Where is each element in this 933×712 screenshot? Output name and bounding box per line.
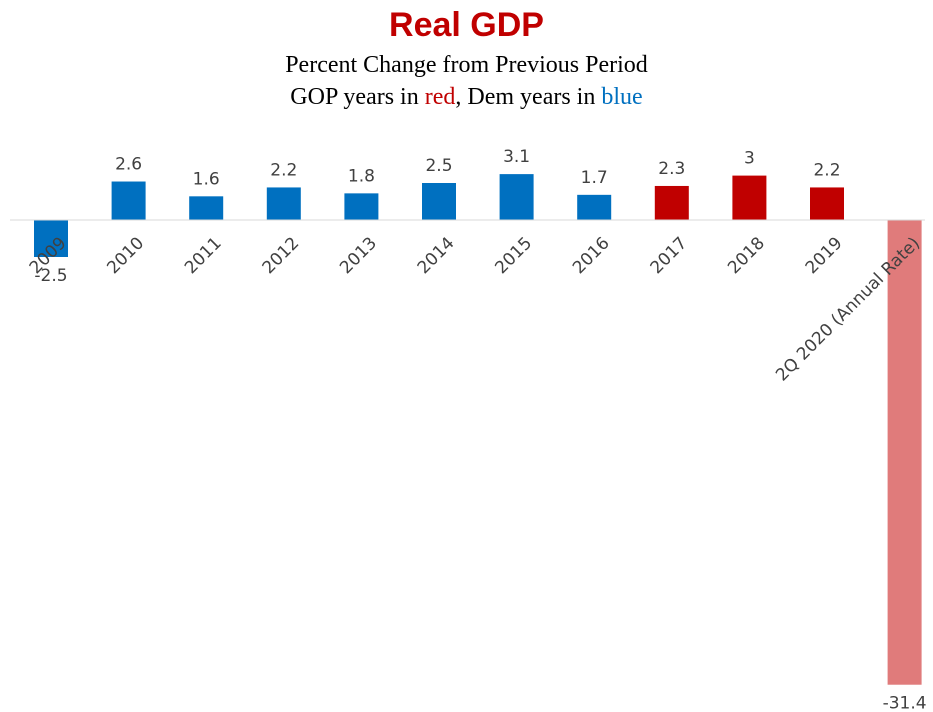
data-label-2015: 3.1	[503, 147, 530, 167]
subtitle-part-1: GOP years in	[290, 84, 425, 110]
bar-2017	[654, 185, 689, 220]
data-label-2012: 2.2	[270, 160, 297, 180]
tick-label-2014: 2014	[414, 233, 459, 278]
tick-label-2015: 2015	[491, 233, 536, 278]
data-label-2011: 1.6	[193, 169, 220, 189]
tick-label-2012: 2012	[259, 233, 304, 278]
bar-2q-2020-annual-rate	[887, 220, 922, 685]
tick-label-2018: 2018	[724, 233, 769, 278]
labels-layer: -2.520092.620101.620112.220121.820132.52…	[26, 147, 927, 712]
tick-label-2017: 2017	[647, 233, 692, 278]
bar-2010	[111, 181, 146, 220]
data-label-2014: 2.5	[425, 156, 452, 176]
bar-2016	[577, 194, 612, 220]
data-label-2017: 2.3	[658, 159, 685, 179]
bar-2014	[422, 183, 456, 220]
subtitle-blue-word: blue	[601, 84, 643, 110]
bar-2012	[266, 187, 301, 220]
chart-subtitle-party-key: GOP years in red, Dem years in blue	[0, 82, 933, 112]
bar-2018	[732, 175, 767, 220]
subtitle-part-2: , Dem years in	[455, 84, 602, 110]
tick-label-2010: 2010	[103, 233, 148, 278]
chart-subtitle: Percent Change from Previous Period	[285, 52, 648, 78]
data-label-2009: -2.5	[34, 266, 67, 286]
bar-2009	[34, 220, 68, 257]
data-label-2010: 2.6	[115, 155, 142, 175]
tick-label-2011: 2011	[181, 233, 226, 278]
data-label-2019: 2.2	[813, 160, 840, 180]
tick-label-2019: 2019	[802, 233, 847, 278]
bars-layer	[34, 174, 922, 685]
bar-2013	[344, 193, 379, 220]
data-label-2q-2020-annual-rate: -31.4	[883, 694, 927, 712]
data-label-2016: 1.7	[581, 168, 608, 188]
chart-title: Real GDP	[389, 6, 544, 44]
bar-2015	[499, 174, 534, 220]
subtitle-red-word: red	[424, 84, 456, 110]
data-label-2013: 1.8	[348, 166, 375, 186]
bar-2011	[189, 196, 224, 220]
data-label-2018: 3	[744, 149, 755, 169]
tick-label-2013: 2013	[336, 233, 381, 278]
tick-label-2016: 2016	[569, 233, 614, 278]
bar-2019	[810, 187, 844, 220]
